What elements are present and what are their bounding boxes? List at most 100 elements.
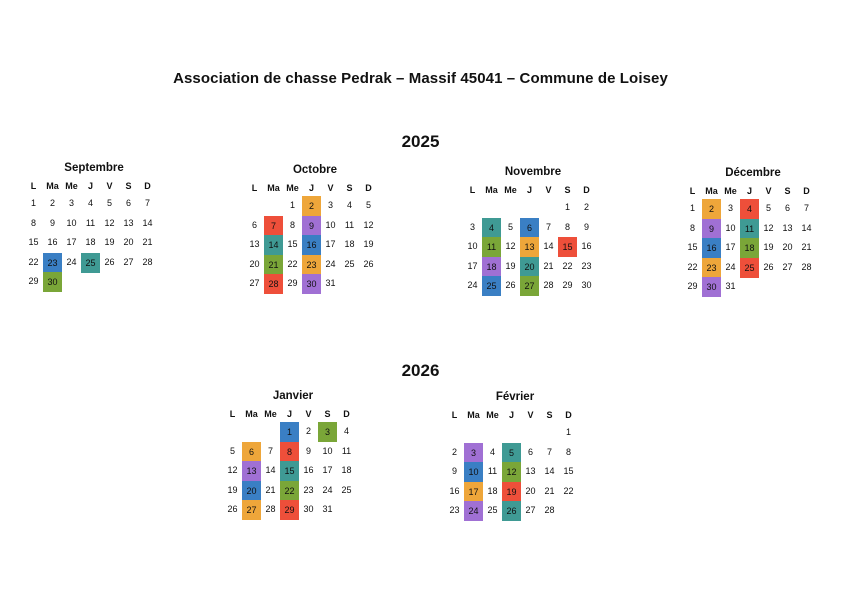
weekday-header: V [327,183,334,193]
hunting-day-highlight: 6 [520,217,539,238]
weekday-header: J [286,409,292,419]
calendar-day: 21 [801,242,812,252]
calendar-day: 17 [467,260,478,271]
weekday-header: D [565,410,572,420]
calendar-day: 30 [581,280,592,290]
calendar-day: 16 [581,241,592,251]
calendar-day: 15 [28,237,39,247]
calendar-day: 26 [104,256,115,267]
calendar-day: 23 [303,484,314,495]
calendar-day: 24 [725,261,736,272]
calendar-day: 1 [289,200,295,210]
weekday-header: S [125,181,132,191]
hunting-day-highlight: 6 [242,441,261,462]
calendar-day: 21 [142,237,153,247]
calendar-day: 12 [363,219,374,230]
hunting-day-highlight: 30 [43,272,62,292]
calendar-day: 5 [229,445,235,456]
weekday-header: Ma [46,181,59,191]
hunting-day-highlight: 30 [302,274,321,294]
calendar-day: 15 [563,466,574,476]
calendar-day: 9 [49,217,55,228]
weekday-header: L [451,410,458,420]
hunting-day-highlight: 23 [702,257,721,278]
calendar-day: 4 [489,446,495,457]
calendar-day: 8 [289,219,295,230]
calendar-day: 25 [341,484,352,495]
calendar-day: 11 [341,445,352,456]
calendar-day: 7 [546,446,552,457]
calendar-day: 19 [363,239,374,249]
weekday-header: S [324,409,331,419]
weekday-header: Me [264,409,277,419]
calendar-day: 28 [801,261,812,272]
hunting-day-highlight: 20 [242,480,261,501]
calendar-day: 13 [525,466,536,476]
calendar-day: 3 [68,198,74,208]
calendar-day: 10 [467,241,478,251]
weekday-header: Me [486,410,499,420]
hunting-day-highlight: 11 [482,237,501,257]
calendar-day: 19 [104,237,115,247]
calendar-day: 5 [507,221,513,232]
calendar-day: 5 [365,200,371,210]
hunting-day-highlight: 23 [302,254,321,275]
calendar-day: 1 [689,203,695,213]
hunting-day-highlight: 8 [280,441,299,462]
calendar-day: 21 [265,484,276,495]
calendar-day: 18 [344,239,355,249]
weekday-header: J [526,185,532,195]
calendar-day: 3 [727,203,733,213]
month-name: Octobre [292,164,338,176]
weekday-header: D [583,185,590,195]
calendar-day: 6 [784,203,790,213]
calendar-day: 28 [265,504,276,514]
calendar-day: 1 [30,198,36,208]
calendar-day: 19 [227,484,238,495]
calendar-day: 26 [505,280,516,290]
weekday-header: Ma [467,410,480,420]
weekday-header: L [251,183,258,193]
weekday-header: Ma [705,186,718,196]
calendar-day: 26 [763,261,774,272]
calendar-day: 29 [287,278,298,288]
calendar-day: 7 [144,198,150,208]
calendar-day: 8 [565,446,571,457]
calendar-day: 22 [28,256,39,267]
calendar-day: 18 [341,465,352,475]
hunting-day-highlight: 25 [482,276,501,296]
calendar-day: 3 [469,221,475,232]
month-name: Décembre [725,167,781,179]
weekday-header: V [527,410,534,420]
hunting-day-highlight: 12 [502,462,521,482]
hunting-day-highlight: 3 [318,422,337,442]
weekday-header: Me [724,186,737,196]
hunting-day-highlight: 13 [520,237,539,257]
hunting-day-highlight: 20 [520,256,539,277]
calendar-day: 19 [505,260,516,271]
calendar-day: 27 [525,505,536,515]
calendar-day: 22 [687,261,698,272]
calendar-day: 20 [249,258,260,269]
calendar-day: 9 [451,466,457,476]
calendar-day: 8 [689,222,695,233]
weekday-header: Me [65,181,78,191]
calendar-day: 25 [487,505,498,515]
hunting-day-highlight: 15 [280,461,299,481]
calendar-day: 11 [487,466,498,476]
calendar-day: 13 [249,239,260,249]
weekday-header: D [365,183,372,193]
hunting-day-highlight: 25 [740,257,759,278]
weekday-header: D [144,181,151,191]
weekday-header: V [765,186,772,196]
hunting-day-highlight: 3 [464,442,483,463]
calendar-day: 7 [545,221,551,232]
hunting-day-highlight: 10 [464,462,483,482]
calendar-day: 13 [782,222,793,233]
calendar-day: 28 [142,256,153,267]
hunting-day-highlight: 18 [482,256,501,277]
hunting-day-highlight: 16 [702,238,721,258]
calendar-day: 16 [303,465,314,475]
calendar-day: 27 [123,256,134,267]
weekday-header: V [545,185,552,195]
